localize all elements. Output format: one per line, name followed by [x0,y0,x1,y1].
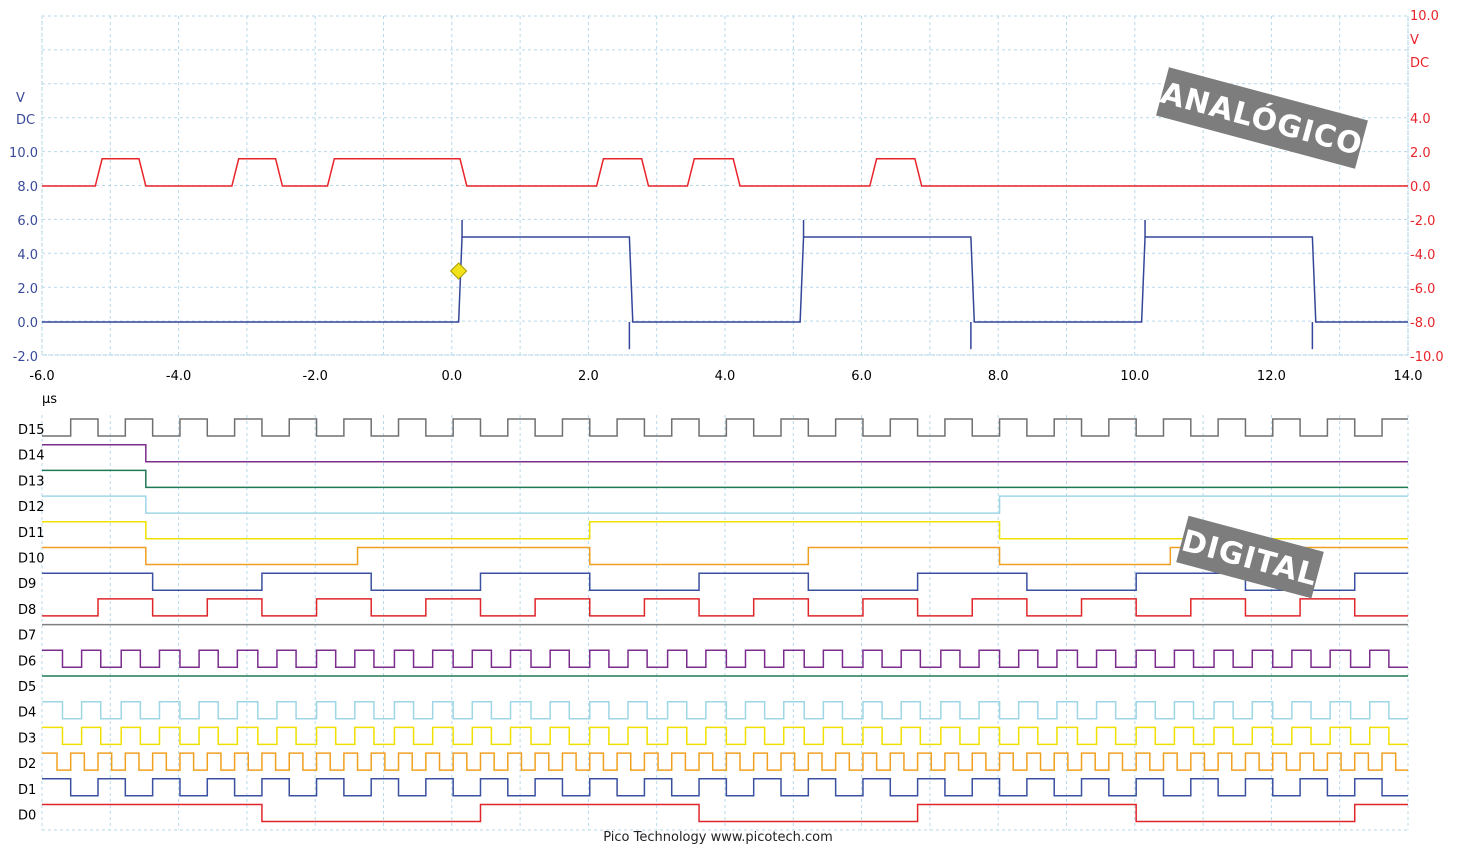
channel-label: D11 [18,526,45,541]
right-axis-unit: V [1410,33,1419,48]
digital-grid [41,415,1409,831]
digital-channel-labels: D15 D14 D13 D12 D11 D10 D9 D8 D7 D6 D5 D4 D3 D2 D1 D0 [18,423,45,824]
channel-label: D1 [18,783,36,798]
channel-label: D13 [18,474,45,489]
channel-label: D2 [18,757,36,772]
right-tick-label: 4.0 [1410,112,1431,127]
channel-label: D7 [18,629,36,644]
left-tick-label: 4.0 [17,248,38,263]
left-tick-label: 10.0 [9,146,38,161]
digital-trace-d8 [42,598,1408,617]
digital-trace-d9 [42,572,1408,591]
x-tick-label: 6.0 [851,369,872,384]
x-tick-label: 14.0 [1394,369,1423,384]
channel-label: D10 [18,552,45,567]
left-axis-coupling: DC [16,113,35,128]
right-tick-label: -2.0 [1410,214,1435,229]
right-tick-label: -10.0 [1410,350,1444,365]
left-tick-label: 6.0 [17,214,38,229]
x-tick-label: -4.0 [166,369,191,384]
x-tick-label: 10.0 [1120,369,1149,384]
x-tick-label: -6.0 [29,369,54,384]
right-tick-label: -6.0 [1410,282,1435,297]
right-tick-label: 2.0 [1410,146,1431,161]
x-tick-label: -2.0 [303,369,328,384]
digital-trace-d13 [42,469,1408,489]
analog-trace-red [42,158,1408,187]
digital-traces [42,418,1408,823]
x-tick-label: 12.0 [1257,369,1286,384]
channel-label: D9 [18,577,36,592]
channel-label: D0 [18,809,36,824]
right-tick-label: -4.0 [1410,248,1435,263]
left-tick-label: -2.0 [13,350,38,365]
digital-trace-d14 [42,443,1408,463]
channel-label: D8 [18,603,36,618]
channel-label: D15 [18,423,45,438]
left-tick-label: 0.0 [17,316,38,331]
digital-trace-d10 [42,546,1408,566]
x-tick-label: 2.0 [578,369,599,384]
channel-label: D14 [18,449,45,464]
digital-badge: DIGITAL [1176,515,1324,599]
right-axis-range: 10.0 [1410,9,1439,24]
analog-trace-blue [42,236,1408,323]
x-tick-label: 0.0 [441,369,462,384]
channel-label: D3 [18,731,36,746]
right-tick-label: -8.0 [1410,316,1435,331]
digital-trace-d12 [42,495,1408,514]
digital-trace-d11 [42,521,1408,540]
right-tick-label: 0.0 [1410,180,1431,195]
analog-badge: ANALÓGICO [1156,67,1368,169]
channel-label: D12 [18,500,45,515]
channel-label: D6 [18,654,36,669]
x-tick-label: 4.0 [715,369,736,384]
left-axis-ticks: 10.0 8.0 6.0 4.0 2.0 0.0 -2.0 [9,146,38,365]
x-axis-ticks: -6.0 -4.0 -2.0 0.0 2.0 4.0 6.0 8.0 10.0 12.0 14.0 [29,369,1422,384]
digital-trace-d3 [42,726,1408,746]
digital-trace-d6 [42,649,1408,669]
x-tick-label: 8.0 [988,369,1009,384]
left-tick-label: 8.0 [17,180,38,195]
digital-trace-d0 [42,803,1408,823]
edge-spikes [461,220,1314,350]
left-tick-label: 2.0 [17,282,38,297]
digital-trace-d15 [42,418,1408,437]
left-axis-unit: V [16,91,25,106]
footer-credit: Pico Technology www.picotech.com [603,830,833,845]
right-axis-ticks: 4.0 2.0 0.0 -2.0 -4.0 -6.0 -8.0 -10.0 [1410,112,1444,365]
right-axis-coupling: DC [1410,56,1429,71]
digital-trace-d2 [42,752,1408,771]
channel-label: D5 [18,680,36,695]
trigger-marker-icon[interactable] [449,262,468,280]
channel-label: D4 [18,706,36,721]
digital-trace-d4 [42,700,1408,720]
x-axis-unit: µs [42,392,57,407]
digital-trace-d1 [42,778,1408,797]
